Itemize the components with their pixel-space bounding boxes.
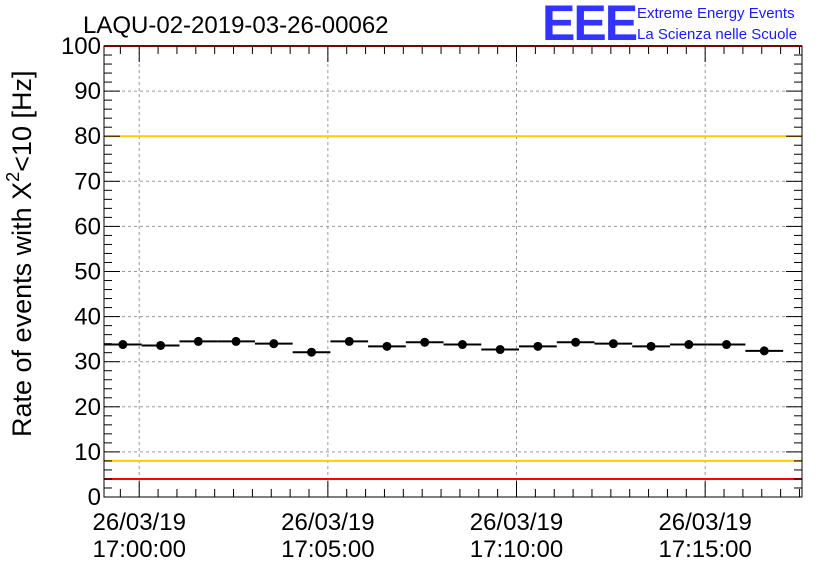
eee-logo-line2: La Scienza nelle Scuole xyxy=(637,26,797,43)
data-point xyxy=(722,340,732,350)
reference-lines xyxy=(104,45,802,480)
data-point xyxy=(759,346,769,356)
data-point xyxy=(269,339,279,349)
y-tick-label: 80 xyxy=(74,123,101,150)
grid xyxy=(104,46,802,497)
y-tick-label: 0 xyxy=(88,484,101,511)
data-point xyxy=(231,336,241,346)
y-tick-labels: 0 10 20 30 40 50 60 70 80 90 100 xyxy=(61,33,101,511)
y-tick-label: 70 xyxy=(74,168,101,195)
x-tick-label-date: 26/03/19 xyxy=(658,509,751,536)
y-tick-label: 90 xyxy=(74,78,101,105)
data-point xyxy=(684,340,694,350)
eee-logo-mark: EEE xyxy=(542,0,637,51)
y-tick-label: 50 xyxy=(74,259,101,286)
x-tick-label-date: 26/03/19 xyxy=(470,509,563,536)
y-axis-title-suffix: <10 [Hz] xyxy=(7,71,37,172)
y-tick-label: 20 xyxy=(74,394,101,421)
data-point xyxy=(344,336,354,346)
data-point xyxy=(457,340,467,350)
data-point xyxy=(646,341,656,351)
x-tick-labels: 26/03/1917:00:0026/03/1917:05:0026/03/19… xyxy=(93,509,752,563)
eee-logo-line1: Extreme Energy Events xyxy=(637,5,795,22)
data-point xyxy=(118,340,128,350)
y-tick-label: 30 xyxy=(74,349,101,376)
x-tick-label-time: 17:00:00 xyxy=(93,536,186,563)
axis-ticks xyxy=(104,45,802,498)
x-tick-label-time: 17:05:00 xyxy=(281,536,374,563)
y-tick-label: 60 xyxy=(74,213,101,240)
y-axis-title-superscript: 2 xyxy=(3,172,23,182)
y-tick-label: 40 xyxy=(74,304,101,331)
y-axis-title: Rate of events with X2<10 [Hz] xyxy=(3,71,37,437)
data-point xyxy=(156,340,166,350)
y-tick-label: 100 xyxy=(61,33,101,60)
eee-logo: EEE Extreme Energy Events La Scienza nel… xyxy=(542,0,797,51)
x-tick-label-time: 17:10:00 xyxy=(470,536,563,563)
x-tick-label-time: 17:15:00 xyxy=(658,536,751,563)
x-tick-label-date: 26/03/19 xyxy=(281,509,374,536)
chart-title: LAQU-02-2019-03-26-00062 xyxy=(83,12,389,39)
x-tick-label-date: 26/03/19 xyxy=(93,509,186,536)
y-axis-title-prefix: Rate of events with X xyxy=(7,182,37,437)
data-point xyxy=(420,337,430,347)
data-point xyxy=(495,345,505,355)
y-tick-label: 10 xyxy=(74,439,101,466)
data-point xyxy=(571,337,581,347)
data-point xyxy=(533,341,543,351)
data-point xyxy=(307,347,317,357)
data-point xyxy=(193,336,203,346)
data-points xyxy=(104,336,784,357)
data-point xyxy=(382,341,392,351)
data-point xyxy=(608,339,618,349)
